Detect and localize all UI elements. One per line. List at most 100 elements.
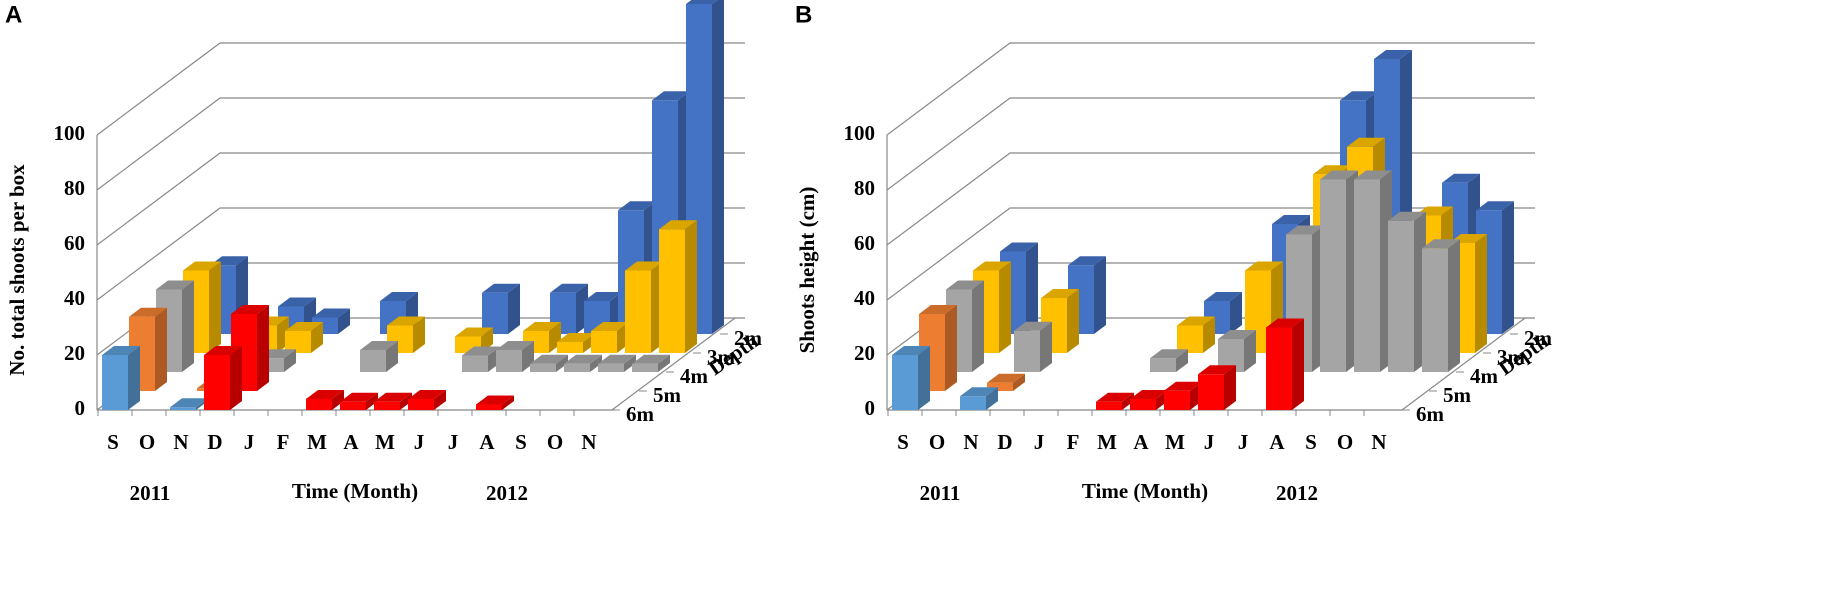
year-label: 2012	[1276, 481, 1318, 505]
bar-top	[231, 305, 269, 314]
x-tick-label: J	[414, 430, 425, 454]
bar-front	[892, 355, 918, 410]
bar-top	[652, 91, 690, 101]
bar-top	[1340, 91, 1378, 101]
bar-side	[1203, 316, 1215, 353]
bar-front	[285, 331, 311, 353]
bar-front	[360, 350, 386, 372]
bar-top	[1068, 256, 1106, 266]
bar-top	[584, 292, 622, 301]
bar-top	[625, 261, 663, 271]
bar-front	[1177, 325, 1203, 353]
bar	[960, 387, 998, 410]
x-tick-label: S	[515, 430, 527, 454]
y-axis-title: No. total shoots per box	[5, 164, 29, 376]
bar	[1388, 211, 1426, 372]
bar-top	[1272, 215, 1310, 224]
bar	[1177, 316, 1215, 353]
bar-top	[1442, 173, 1480, 183]
bar-front	[557, 342, 583, 353]
x-tick-label: M	[1097, 430, 1117, 454]
bar	[530, 354, 568, 372]
x-tick-label: N	[1371, 430, 1386, 454]
panel-label: B	[795, 1, 812, 28]
bar-top	[129, 307, 167, 317]
bar-front	[476, 404, 502, 410]
bar-top	[1218, 330, 1256, 339]
grid-line	[886, 97, 1535, 191]
bar-top	[1177, 316, 1215, 326]
depth-axis	[611, 317, 736, 411]
bar-front	[462, 355, 488, 372]
x-tick-label: N	[963, 430, 978, 454]
x-tick-label: S	[1305, 430, 1317, 454]
bar-top	[340, 392, 378, 402]
bar-top	[550, 283, 588, 293]
x-axis-title: Time (Month)	[292, 479, 418, 503]
grid-line	[96, 42, 745, 136]
depth-label: 2m	[734, 326, 763, 350]
year-label: 2012	[486, 481, 528, 505]
y-tick-label: 80	[854, 176, 875, 200]
bar-side	[1040, 321, 1052, 372]
bar-top	[312, 308, 350, 318]
bar	[598, 354, 636, 372]
x-tick-label: M	[375, 430, 395, 454]
bar-side	[128, 346, 140, 410]
bar	[102, 346, 140, 410]
bar	[360, 341, 398, 372]
bar-top	[919, 305, 957, 314]
bar-top	[1245, 261, 1283, 271]
bar-side	[1094, 256, 1106, 334]
bar-front	[374, 401, 400, 410]
bar-top	[1422, 239, 1460, 249]
bar-top	[973, 261, 1011, 271]
bar-front	[408, 399, 434, 410]
bar-top	[659, 220, 697, 230]
bar-top	[1266, 318, 1304, 328]
bar-top	[1388, 211, 1426, 221]
bar	[482, 283, 520, 334]
depth-label: 6m	[626, 402, 655, 426]
y-tick-label: 60	[64, 231, 85, 255]
bar-side	[685, 220, 697, 353]
bar-top	[523, 322, 561, 331]
year-label: 2011	[920, 481, 961, 505]
bar	[557, 333, 595, 353]
x-tick-label: O	[1337, 430, 1353, 454]
bar-front	[496, 350, 522, 372]
bar-side	[284, 349, 296, 372]
bar-front	[591, 331, 617, 353]
y-axis-title: Shoots height (cm)	[795, 187, 819, 354]
y-tick-label: 100	[54, 121, 86, 145]
bar	[374, 392, 412, 410]
x-tick-label: F	[1067, 430, 1080, 454]
x-tick-label: J	[448, 430, 459, 454]
bar-front	[1130, 399, 1156, 410]
bar-top	[1096, 392, 1134, 402]
bar	[1164, 381, 1202, 410]
bar-side	[1122, 392, 1134, 410]
y-tick-label: 20	[854, 341, 875, 365]
bar-side	[945, 305, 957, 391]
depth-label: 5m	[1443, 383, 1472, 407]
bar	[1422, 239, 1460, 372]
bar-front	[530, 363, 556, 372]
bar-top	[1286, 225, 1324, 235]
bar-side	[155, 307, 167, 391]
y-tick-label: 40	[854, 286, 875, 310]
bar-front	[1096, 401, 1122, 410]
bar-top	[1164, 381, 1202, 391]
x-tick-label: S	[107, 430, 119, 454]
bar-side	[209, 261, 221, 353]
bar-side	[1013, 373, 1025, 391]
x-tick-label: D	[997, 430, 1012, 454]
bar-side	[386, 341, 398, 372]
bar-top	[1374, 50, 1412, 59]
depth-label: 4m	[680, 364, 709, 388]
bar-top	[960, 387, 998, 397]
bar-top	[278, 297, 316, 307]
y-tick-label: 40	[64, 286, 85, 310]
bar-top	[285, 322, 323, 331]
bar-top	[476, 395, 514, 405]
